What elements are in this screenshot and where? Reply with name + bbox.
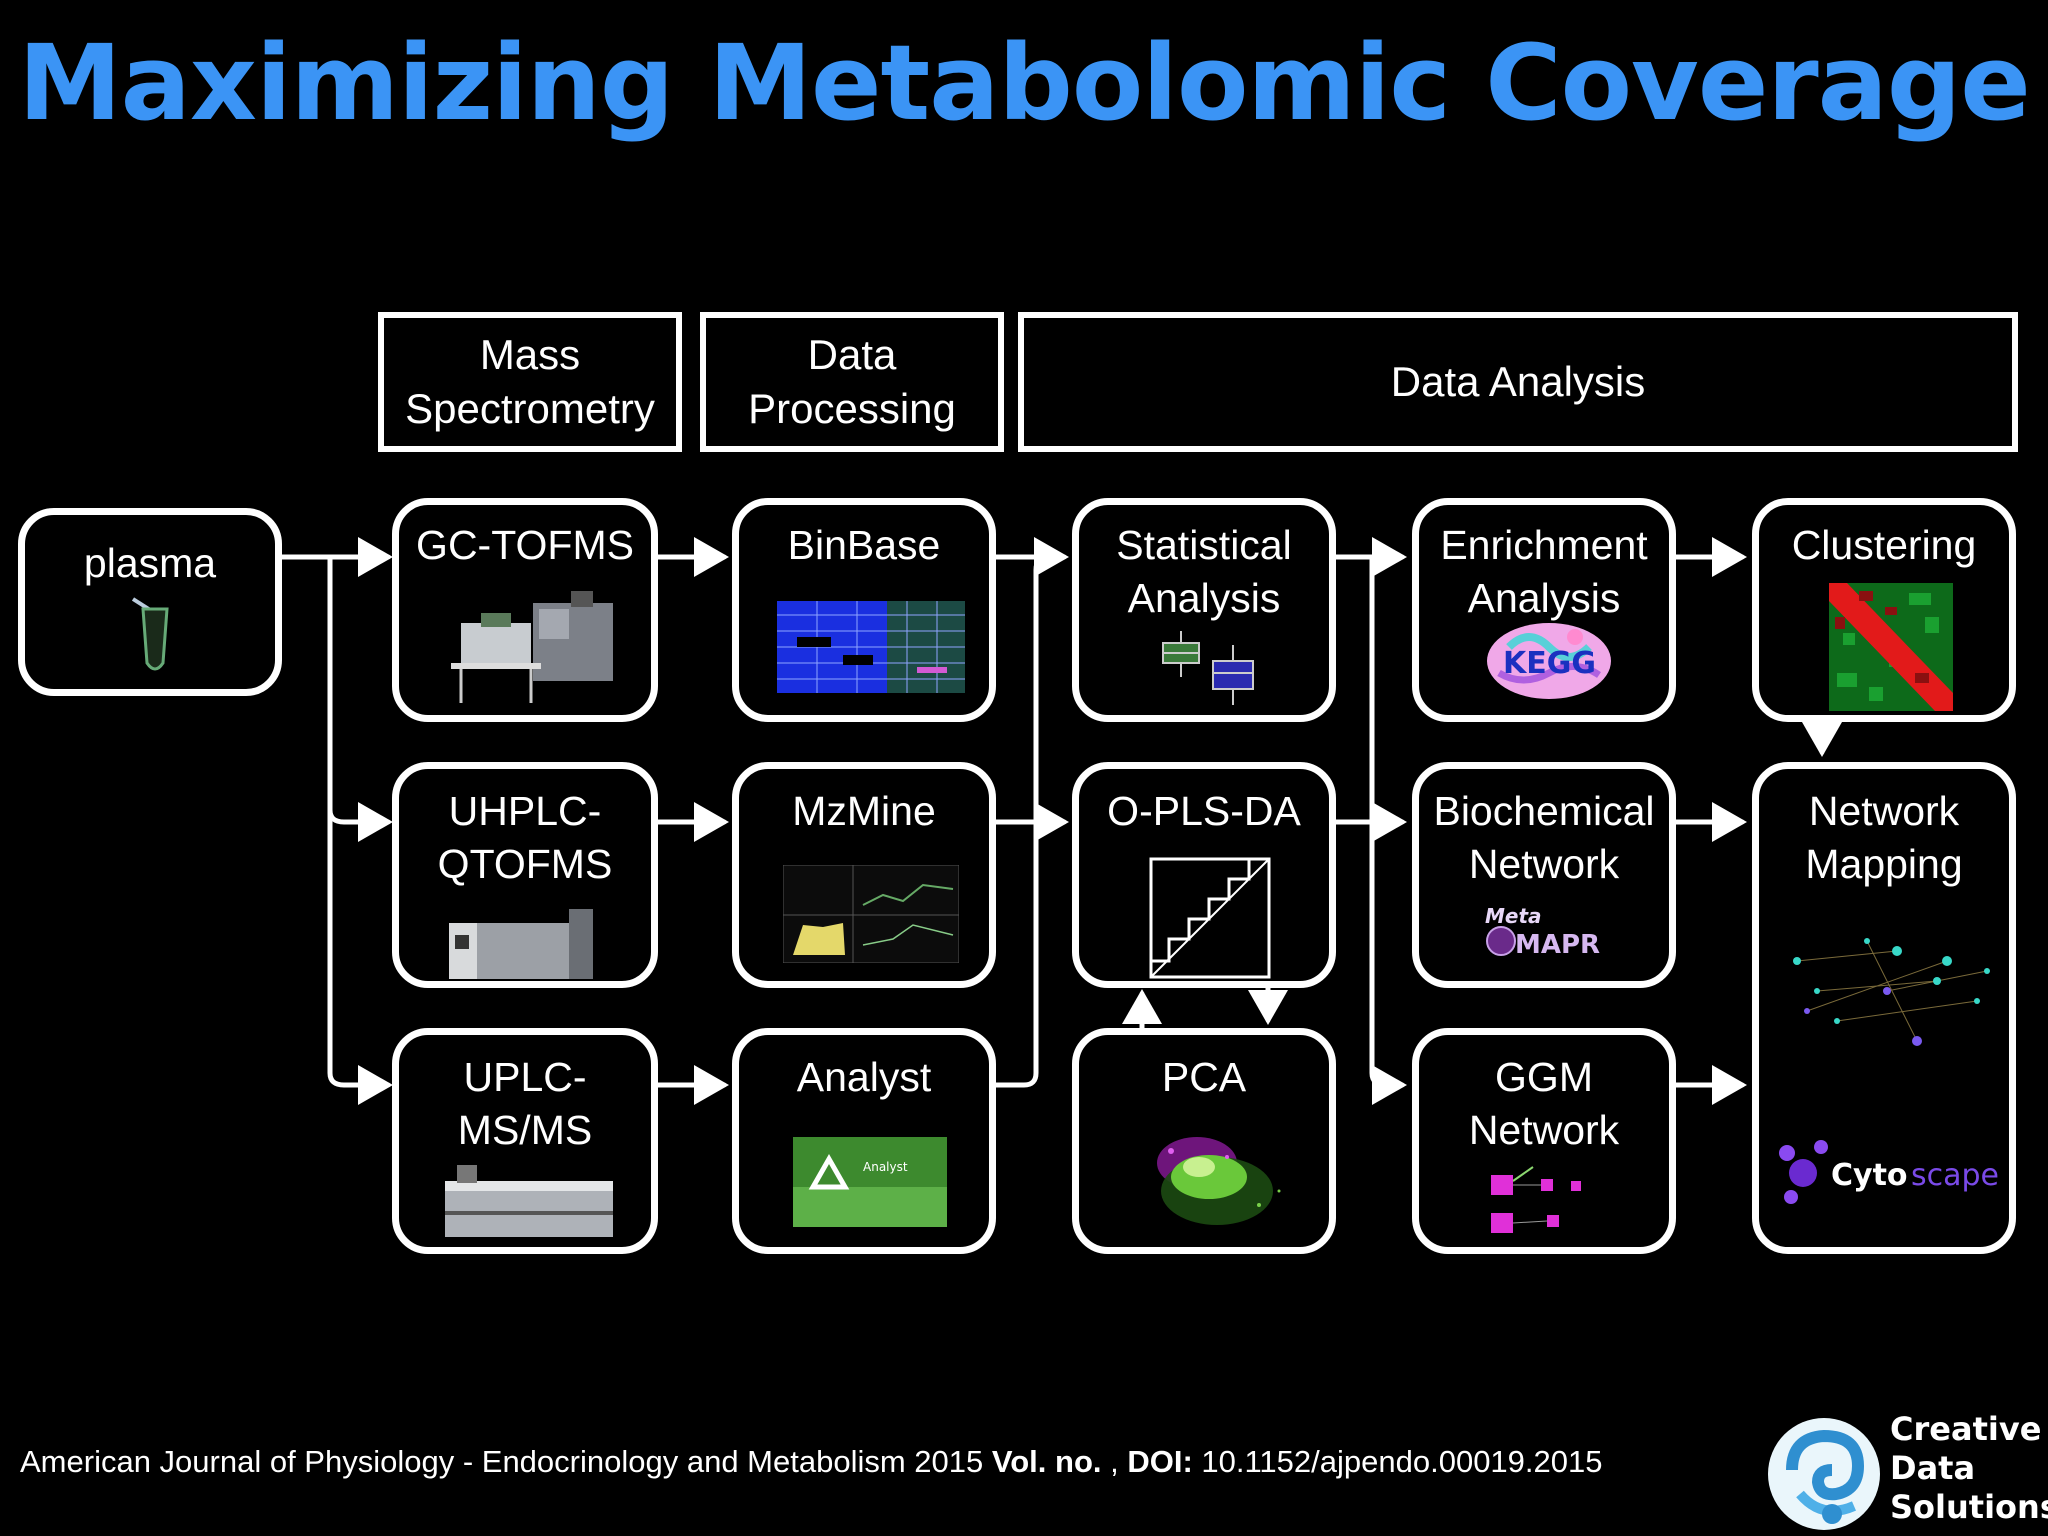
node-plasma-label: plasma <box>83 540 217 586</box>
node-biochemical-network: Biochemical Network Meta MAPR <box>1412 762 1676 988</box>
node-uhplc-qtofms: UHPLC- QTOFMS <box>392 762 658 988</box>
node-network-mapping-label: Network Mapping <box>1805 788 1963 887</box>
brand-line2: Data <box>1890 1449 1976 1487</box>
cytoscape-text-a: Cyto <box>1831 1158 1908 1193</box>
gc-instrument-icon <box>451 591 613 703</box>
page-title: Maximizing Metabolomic Coverage <box>18 22 2031 144</box>
metamapr-logo-icon: Meta MAPR <box>1485 904 1600 960</box>
network-graph-icon <box>1793 938 1990 1046</box>
mzmine-screenshot-icon <box>783 865 959 963</box>
node-analyst-label: Analyst <box>796 1054 932 1100</box>
node-plasma: plasma <box>18 508 282 696</box>
arrow-branch-ggm <box>1369 554 1407 1105</box>
node-opls-da-label: O-PLS-DA <box>1107 788 1301 834</box>
header-mass-spectrometry: Mass Spectrometry <box>378 312 682 452</box>
header-data-analysis: Data Analysis <box>1018 312 2018 452</box>
heatmap-icon <box>1829 583 1953 711</box>
citation-sep: , <box>1101 1444 1128 1479</box>
header-data-analysis-label: Data Analysis <box>1390 358 1646 405</box>
brand-line1: Creative <box>1890 1410 2042 1448</box>
ggm-graph-icon <box>1491 1166 1581 1233</box>
qtof-instrument-icon <box>449 909 593 979</box>
arrow-plasma-uplc <box>327 797 393 1105</box>
node-binbase-label: BinBase <box>787 522 941 568</box>
arrow-analyst-merge <box>991 554 1051 1088</box>
node-ggm-network-label: GGM Network <box>1468 1054 1620 1153</box>
analyst-logo-text: Analyst <box>863 1160 908 1174</box>
boxplot-icon <box>1162 631 1254 705</box>
node-binbase: BinBase <box>732 498 996 722</box>
citation-doi-label: DOI: <box>1127 1444 1193 1479</box>
node-mzmine-label: MzMine <box>792 788 936 834</box>
node-uplc-msms: UPLC- MS/MS <box>392 1028 658 1254</box>
node-network-mapping: Network Mapping Cyto scape <box>1752 762 2016 1254</box>
brand-text: Creative Data Solutions <box>1890 1410 2048 1527</box>
node-analyst: Analyst Analyst <box>732 1028 996 1254</box>
tube-icon <box>131 597 169 671</box>
citation-vol-label: Vol. no. <box>991 1444 1102 1479</box>
brand-line3: Solutions <box>1890 1488 2048 1526</box>
creative-data-solutions-logo-icon <box>1768 1418 1880 1530</box>
node-ggm-network: GGM Network <box>1412 1028 1676 1254</box>
node-enrichment-analysis: Enrichment Analysis KEGG <box>1412 498 1676 722</box>
header-mass-spectrometry-label: Mass Spectrometry <box>405 331 655 432</box>
cytoscape-logo-icon: Cyto scape <box>1779 1140 1999 1204</box>
metamapr-bottom-text: MAPR <box>1515 930 1600 960</box>
node-gc-tofms-label: GC-TOFMS <box>416 522 634 568</box>
header-data-processing: Data Processing <box>700 312 1004 452</box>
node-mzmine: MzMine <box>732 762 996 988</box>
citation-journal: American Journal of Physiology - Endocri… <box>20 1444 992 1479</box>
node-statistical-analysis: Statistical Analysis <box>1072 498 1336 722</box>
cytoscape-text-b: scape <box>1911 1158 1999 1193</box>
node-gc-tofms: GC-TOFMS <box>392 498 658 722</box>
pca-scatter-icon <box>1157 1137 1281 1225</box>
metamapr-top-text: Meta <box>1485 904 1542 928</box>
node-uhplc-qtofms-label: UHPLC- QTOFMS <box>437 788 613 887</box>
analyst-logo-icon: Analyst <box>793 1137 947 1227</box>
node-opls-da: O-PLS-DA <box>1072 762 1336 988</box>
node-statistical-analysis-label: Statistical Analysis <box>1116 522 1292 621</box>
citation: American Journal of Physiology - Endocri… <box>20 1444 1603 1480</box>
kegg-logo-text: KEGG <box>1503 646 1596 681</box>
binbase-screenshot-icon <box>777 601 965 693</box>
node-pca: PCA <box>1072 1028 1336 1254</box>
node-clustering: Clustering <box>1752 498 2016 722</box>
msms-instrument-icon <box>445 1165 613 1237</box>
node-pca-label: PCA <box>1161 1054 1247 1100</box>
kegg-logo-icon: KEGG <box>1487 623 1611 699</box>
node-uplc-msms-label: UPLC- MS/MS <box>457 1054 593 1153</box>
citation-doi: 10.1152/ajpendo.00019.2015 <box>1192 1444 1603 1479</box>
node-clustering-label: Clustering <box>1791 522 1977 568</box>
arrow-plasma-uhplc <box>327 554 393 842</box>
header-data-processing-label: Data Processing <box>748 331 956 432</box>
node-enrichment-analysis-label: Enrichment Analysis <box>1440 522 1648 621</box>
staircase-plot-icon <box>1149 857 1271 979</box>
node-biochemical-network-label: Biochemical Network <box>1433 788 1655 887</box>
